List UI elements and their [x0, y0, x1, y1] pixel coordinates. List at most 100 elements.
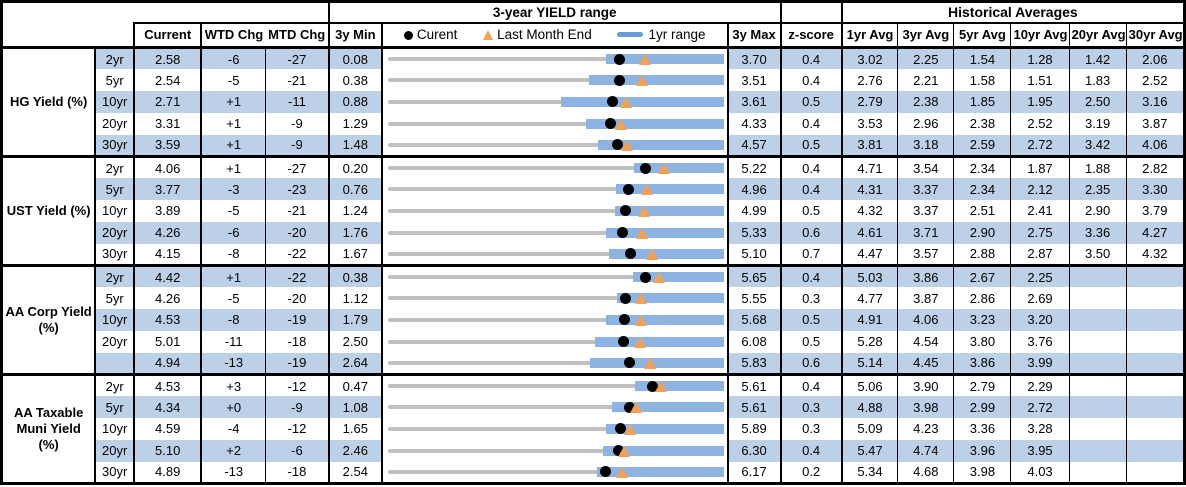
chart-cell — [381, 243, 729, 266]
range-chart — [387, 244, 724, 264]
10yr-avg-cell: 2.72 — [1010, 396, 1070, 419]
tenor-cell: 20yr — [94, 112, 136, 135]
current-cell: 4.34 — [134, 396, 203, 419]
three-year-range-line — [387, 426, 724, 431]
table-row: 20yr 4.26 -6 -20 1.76 5.33 0.6 4.61 3.71 2.90 2.75… — [2, 221, 1185, 244]
current-cell: 4.89 — [134, 461, 203, 484]
current-dot-marker — [617, 336, 629, 348]
wtd-chg-cell: -3 — [201, 178, 267, 201]
chart-cell — [381, 309, 729, 331]
three-year-range-line — [387, 360, 724, 365]
3yr-avg-cell: 3.18 — [897, 134, 955, 157]
10yr-avg-cell: 2.29 — [1010, 372, 1070, 397]
current-dot-marker — [647, 380, 659, 392]
chart-cell — [381, 330, 729, 353]
current-cell: 2.58 — [134, 46, 203, 70]
mtd-chg-cell: -9 — [265, 134, 330, 157]
range-chart — [387, 396, 724, 418]
30yr-avg-cell: 2.06 — [1126, 46, 1185, 70]
current-cell: 3.59 — [134, 134, 203, 157]
range-chart — [387, 50, 724, 69]
mtd-chg-cell: -12 — [265, 418, 330, 440]
current-dot-marker — [599, 466, 611, 478]
mtd-chg-cell: -20 — [265, 221, 330, 244]
3y-min-cell: 0.88 — [328, 91, 383, 113]
current-cell: 5.01 — [134, 330, 203, 353]
5yr-avg-cell: 2.90 — [953, 221, 1012, 244]
3y-max-cell: 5.55 — [727, 287, 782, 310]
20yr-avg-cell — [1069, 352, 1127, 375]
row-group-label: UST Yield (%) — [1, 154, 97, 266]
zscore-cell: 0.4 — [780, 178, 843, 201]
range-chart — [387, 462, 724, 482]
historical-averages-group-header: Historical Averages — [840, 1, 1185, 24]
3yr-avg-cell: 4.68 — [897, 461, 955, 484]
current-dot-marker — [618, 314, 630, 326]
chart-cell — [381, 287, 729, 310]
1yr-avg-cell: 4.77 — [841, 287, 899, 310]
30yr-avg-cell: 4.06 — [1126, 134, 1185, 157]
wtd-chg-cell: +1 — [201, 263, 267, 288]
30yr-avg-column-header: 30yr Avg — [1128, 27, 1183, 43]
1yr-avg-cell: 4.32 — [841, 200, 899, 222]
chart-cell — [381, 439, 729, 462]
last-month-end-marker — [640, 184, 653, 196]
tenor-cell: 5yr — [94, 396, 136, 419]
one-year-range-bar — [589, 75, 724, 86]
current-dot-marker — [607, 96, 619, 108]
blank-zscore-band — [780, 1, 842, 24]
wtd-chg-cell: -6 — [201, 46, 267, 70]
chart-cell — [381, 46, 729, 70]
mtd-chg-cell: -11 — [265, 91, 330, 113]
wtd-chg-cell: -13 — [201, 352, 267, 375]
three-year-range-line — [387, 121, 724, 126]
zscore-cell: 0.3 — [780, 418, 843, 440]
1yr-avg-cell: 4.61 — [841, 221, 899, 244]
30yr-avg-cell: 2.82 — [1126, 154, 1185, 179]
tenor-cell: 30yr — [94, 461, 136, 484]
chart-cell — [381, 112, 729, 135]
three-year-range-line — [387, 166, 724, 171]
range-chart — [387, 178, 724, 200]
20yr-avg-cell: 3.50 — [1069, 243, 1127, 266]
range-chart — [387, 159, 724, 178]
10yr-avg-cell: 2.69 — [1010, 287, 1070, 310]
last-month-end-legend-triangle-icon — [483, 30, 494, 41]
tenor-cell: 30yr — [94, 243, 136, 266]
3yr-avg-cell: 3.71 — [897, 221, 955, 244]
current-dot-marker — [615, 423, 627, 435]
current-dot-marker — [624, 357, 636, 369]
table-row: 20yr 3.31 +1 -9 1.29 4.33 0.4 3.53 2.96 2.38 2.52 3… — [2, 112, 1185, 135]
3yr-avg-cell: 4.45 — [897, 352, 955, 375]
three-year-range-line — [387, 339, 724, 344]
30yr-avg-cell — [1126, 418, 1184, 440]
current-column-header: Current — [133, 22, 203, 48]
3y-max-cell: 4.33 — [727, 112, 782, 135]
1yr-avg-cell: 4.88 — [841, 396, 899, 419]
table-row: UST Yield (%) 2yr 4.06 +1 -27 0.20 5.22 0.4 4.71… — [1, 154, 1185, 266]
range-chart — [387, 113, 724, 135]
row-group-label: AA Taxable Muni Yield (%) — [1, 372, 97, 484]
three-year-range-line — [387, 251, 724, 256]
three-year-range-line — [387, 99, 724, 104]
range-chart — [387, 69, 724, 91]
table-row: 30yr 4.89 -13 -18 2.54 6.17 0.2 5.34 4.68 3.98 4.0… — [2, 461, 1185, 484]
mtd-chg-cell: -21 — [265, 69, 330, 92]
3y-max-cell: 5.61 — [727, 396, 782, 419]
tenor-cell: 30yr — [94, 134, 136, 157]
5yr-avg-cell: 3.23 — [953, 309, 1012, 331]
5yr-avg-column-header: 5yr Avg — [953, 22, 1012, 48]
range-chart — [387, 418, 724, 440]
zscore-cell: 0.4 — [780, 69, 843, 92]
one-year-range-bar — [595, 336, 724, 347]
20yr-avg-cell — [1069, 418, 1127, 440]
legend-range-label: 1yr range — [648, 27, 706, 43]
tenor-cell: 20yr — [94, 221, 136, 244]
wtd-chg-cell: +1 — [201, 91, 267, 113]
1yr-avg-cell: 5.06 — [841, 372, 899, 397]
30yr-avg-cell: 3.30 — [1126, 178, 1185, 201]
one-year-range-bar — [634, 381, 724, 392]
3y-min-cell: 1.65 — [328, 418, 383, 440]
three-year-range-line — [387, 317, 724, 322]
